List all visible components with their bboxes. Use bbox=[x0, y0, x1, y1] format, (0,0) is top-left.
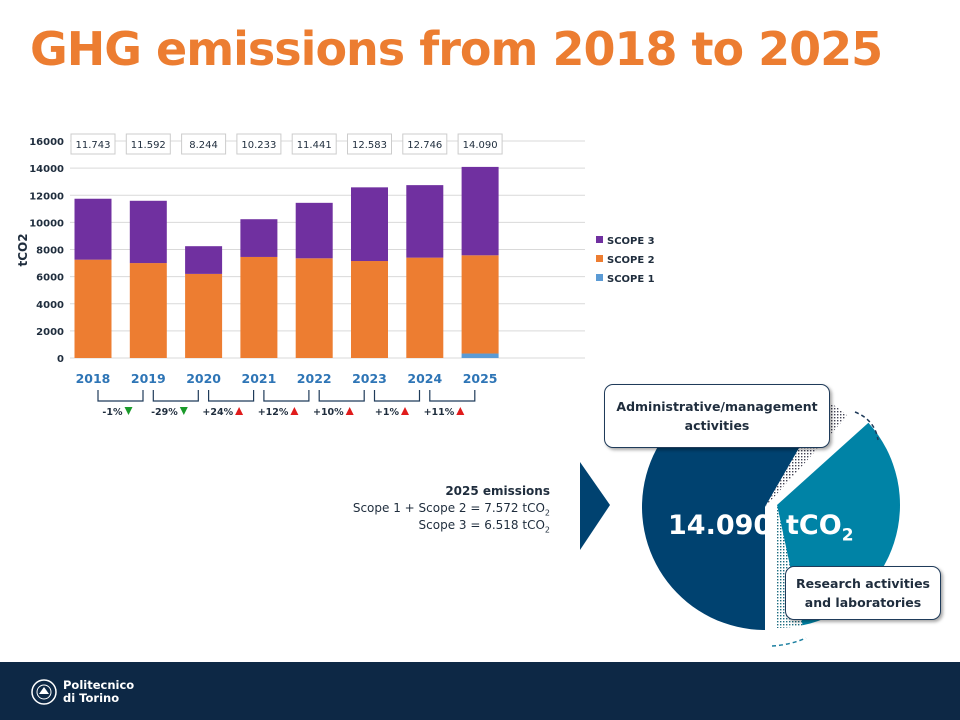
bar-scope2-2023 bbox=[351, 261, 388, 358]
total-label-box bbox=[236, 133, 282, 155]
bar-scope3-2022 bbox=[295, 202, 333, 259]
total-label: 12.583 bbox=[352, 140, 387, 151]
change-label: +24% bbox=[202, 407, 233, 418]
y-tick-label: 4000 bbox=[36, 300, 64, 311]
change-bracket bbox=[97, 390, 144, 402]
total-label: 12.746 bbox=[407, 140, 442, 151]
change-bracket bbox=[318, 390, 365, 402]
bar-scope3-2020 bbox=[185, 246, 223, 274]
bar-scope3-2019 bbox=[129, 200, 167, 264]
total-label-box bbox=[70, 133, 116, 155]
bar-scope2-2024 bbox=[406, 257, 444, 358]
bar-scope2-2019 bbox=[129, 263, 167, 358]
y-tick-label: 8000 bbox=[36, 246, 64, 257]
legend-swatch bbox=[596, 274, 603, 281]
total-label: 10.233 bbox=[241, 140, 276, 151]
change-bracket bbox=[263, 390, 310, 402]
total-label: 14.090 bbox=[463, 140, 498, 151]
x-tick-label: 2021 bbox=[242, 371, 277, 386]
down-triangle-icon bbox=[124, 407, 133, 415]
bar-scope2-2020 bbox=[185, 273, 223, 358]
legend-swatch bbox=[596, 255, 603, 262]
change-label: -1% bbox=[102, 407, 123, 418]
footer bbox=[0, 662, 960, 720]
emissions-heading: 2025 emissions bbox=[445, 484, 550, 498]
change-bracket bbox=[429, 390, 476, 402]
change-bracket bbox=[373, 390, 421, 402]
arrow-shape bbox=[580, 462, 610, 550]
dashed-arrow-icon bbox=[854, 411, 879, 441]
bar-scope3-2023 bbox=[351, 187, 388, 262]
callout-admin: Administrative/management activities bbox=[604, 384, 830, 448]
change-label: +11% bbox=[424, 407, 455, 418]
bar-scope3-2024 bbox=[406, 185, 444, 258]
y-axis-label: tCO2 bbox=[16, 233, 30, 266]
total-label: 11.441 bbox=[297, 140, 332, 151]
y-tick-label: 12000 bbox=[29, 191, 64, 202]
down-triangle-icon bbox=[179, 407, 188, 415]
change-bracket bbox=[208, 390, 255, 402]
change-label: +12% bbox=[258, 407, 289, 418]
emissions-scope12: Scope 1 + Scope 2 = 7.572 tCO2 bbox=[352, 501, 550, 518]
total-label-box bbox=[181, 133, 227, 155]
x-tick-label: 2022 bbox=[297, 371, 332, 386]
total-label-box bbox=[457, 133, 503, 155]
up-triangle-icon bbox=[235, 407, 244, 415]
bar-chart: 0 2000 4000 6000 8000 10000 12000 14000 16000 11.… bbox=[16, 133, 900, 647]
y-tick-label: 16000 bbox=[29, 137, 64, 148]
x-tick-label: 2019 bbox=[131, 371, 166, 386]
change-label: +1% bbox=[375, 407, 400, 418]
y-tick-label: 2000 bbox=[36, 327, 64, 338]
legend-label: SCOPE 3 bbox=[607, 236, 655, 247]
dashed-arrow-icon bbox=[771, 637, 807, 647]
x-tick-label: 2018 bbox=[76, 371, 111, 386]
change-bracket bbox=[152, 390, 199, 402]
callout-research: Research activities and laboratories bbox=[785, 566, 941, 620]
y-tick-label: 0 bbox=[57, 354, 64, 365]
y-tick-label: 10000 bbox=[29, 218, 64, 229]
logo-seal-icon bbox=[31, 679, 57, 705]
up-triangle-icon bbox=[456, 407, 465, 415]
emissions-scope3: Scope 3 = 6.518 tCO2 bbox=[418, 518, 550, 535]
legend-swatch bbox=[596, 236, 603, 243]
bar-scope1-2025 bbox=[461, 353, 499, 358]
bar-scope2-2022 bbox=[295, 258, 333, 358]
bar-scope2-2025 bbox=[461, 255, 499, 354]
x-tick-label: 2025 bbox=[463, 371, 498, 386]
bar-scope3-2025 bbox=[461, 166, 499, 256]
change-label: +10% bbox=[313, 407, 344, 418]
total-label-box bbox=[125, 133, 171, 155]
page-title: GHG emissions from 2018 to 2025 bbox=[30, 22, 883, 76]
bar-scope3-2018 bbox=[74, 198, 112, 260]
change-label: -29% bbox=[151, 407, 178, 418]
pie-unit: tCO2 bbox=[786, 510, 854, 546]
total-label-box bbox=[347, 133, 392, 155]
total-label-box bbox=[402, 133, 448, 155]
bar-scope3-2021 bbox=[240, 219, 278, 257]
x-tick-label: 2023 bbox=[352, 371, 387, 386]
legend-label: SCOPE 2 bbox=[607, 255, 655, 266]
up-triangle-icon bbox=[290, 407, 299, 415]
total-label-box bbox=[291, 133, 337, 155]
bar-scope2-2018 bbox=[74, 259, 112, 358]
up-triangle-icon bbox=[401, 407, 409, 415]
total-label: 8.244 bbox=[189, 140, 218, 151]
y-tick-label: 14000 bbox=[29, 164, 64, 175]
x-tick-label: 2020 bbox=[186, 371, 221, 386]
total-label: 11.743 bbox=[76, 140, 111, 151]
x-tick-label: 2024 bbox=[407, 371, 442, 386]
legend-label: SCOPE 1 bbox=[607, 274, 655, 285]
total-label: 11.592 bbox=[131, 140, 166, 151]
pie-total: 14.090 bbox=[668, 510, 773, 541]
y-tick-label: 6000 bbox=[36, 273, 64, 284]
bar-scope2-2021 bbox=[240, 256, 278, 358]
up-triangle-icon bbox=[345, 407, 354, 415]
logo: Politecnico di Torino bbox=[30, 678, 134, 706]
